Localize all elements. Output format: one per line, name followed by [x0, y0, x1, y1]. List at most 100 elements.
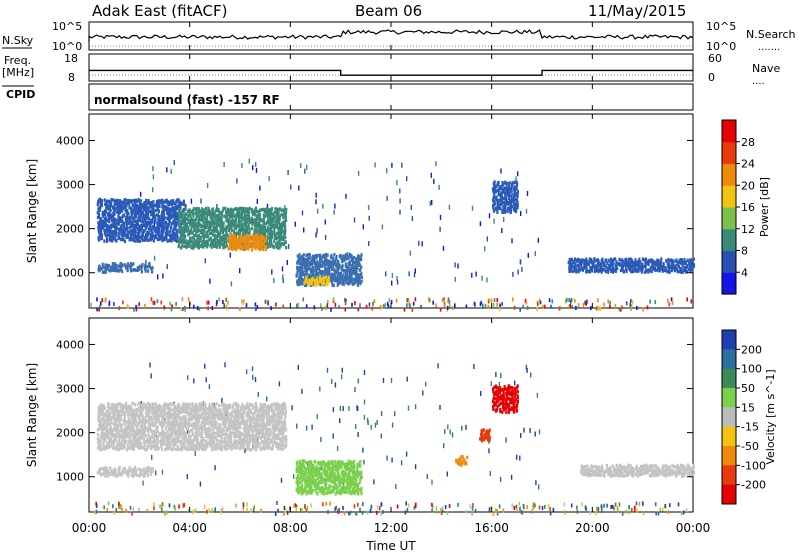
- echo-cell: [656, 260, 659, 264]
- echo-cell: [188, 232, 191, 236]
- scatter-cell: [357, 406, 359, 412]
- echo-cell: [163, 405, 166, 410]
- echo-cell: [173, 231, 176, 235]
- echo-cell: [257, 238, 261, 242]
- noise-cell: [682, 510, 685, 515]
- noise-cell: [242, 299, 245, 304]
- echo-cell: [203, 208, 206, 212]
- echo-cell: [111, 432, 114, 436]
- echo-cell: [121, 437, 125, 441]
- echo-cell: [131, 440, 134, 445]
- echo-cell: [226, 225, 229, 230]
- echo-cell: [338, 274, 341, 278]
- echo-cell: [308, 256, 311, 260]
- echo-cell: [179, 430, 182, 435]
- echo-cell: [145, 420, 148, 424]
- echo-cell: [114, 406, 117, 411]
- echo-cell: [109, 425, 112, 430]
- echo-cell: [191, 208, 194, 213]
- scatter-cell: [236, 178, 238, 184]
- echo-cell: [227, 446, 230, 450]
- scatter-cell: [520, 433, 522, 438]
- echo-cell: [133, 223, 136, 228]
- echo-cell: [126, 209, 129, 213]
- noise-cell: [174, 506, 176, 511]
- scatter-cell: [525, 208, 528, 214]
- echo-cell: [120, 267, 123, 272]
- echo-cell: [136, 266, 139, 270]
- echo-cell: [165, 235, 168, 239]
- echo-cell: [180, 230, 183, 234]
- echo-cell: [315, 278, 318, 283]
- echo-cell: [202, 416, 206, 420]
- echo-cell: [590, 260, 593, 264]
- echo-cell: [178, 447, 181, 451]
- scatter-cell: [499, 476, 502, 482]
- echo-cell: [649, 265, 653, 270]
- echo-cell: [202, 211, 205, 216]
- echo-cell: [173, 224, 176, 228]
- echo-cell: [223, 432, 226, 437]
- echo-cell: [614, 268, 617, 272]
- noise-cell: [390, 300, 393, 305]
- echo-cell: [194, 437, 197, 441]
- echo-cell: [254, 213, 257, 217]
- scatter-cell: [406, 376, 408, 382]
- echo-cell: [111, 236, 114, 241]
- echo-cell: [150, 436, 153, 440]
- echo-cell: [271, 212, 274, 216]
- echo-cell: [128, 419, 131, 423]
- echo-cell: [274, 233, 277, 238]
- echo-cell: [103, 266, 106, 270]
- echo-cell: [221, 432, 224, 437]
- echo-cell: [238, 217, 241, 222]
- echo-cell: [151, 212, 154, 217]
- echo-cell: [281, 235, 285, 240]
- echo-cell: [129, 215, 132, 219]
- noise-cell: [465, 304, 468, 309]
- echo-cell: [650, 269, 653, 274]
- echo-cell: [516, 182, 519, 186]
- echo-cell: [173, 441, 176, 445]
- echo-cell: [228, 223, 231, 228]
- echo-cell: [97, 412, 100, 417]
- echo-cell: [318, 280, 321, 284]
- echo-cell: [220, 413, 223, 417]
- echo-cell: [117, 227, 120, 232]
- echo-cell: [276, 240, 279, 245]
- echo-cell: [138, 230, 141, 234]
- echo-cell: [208, 231, 211, 236]
- echo-cell: [117, 214, 120, 218]
- echo-cell: [104, 233, 108, 238]
- echo-cell: [216, 234, 219, 238]
- echo-cell: [140, 409, 143, 414]
- echo-cell: [143, 441, 146, 445]
- echo-cell: [247, 244, 250, 249]
- echo-cell: [188, 431, 191, 435]
- noise-cell: [576, 505, 578, 510]
- echo-cell: [218, 211, 221, 215]
- echo-cell: [148, 424, 151, 429]
- echo-cell: [156, 425, 159, 429]
- echo-cell: [271, 219, 274, 223]
- echo-cell: [183, 237, 186, 242]
- noise-cell: [581, 502, 583, 507]
- noise-cell: [294, 503, 296, 508]
- echo-cell: [187, 405, 190, 409]
- echo-cell: [211, 207, 214, 211]
- noise-cell: [182, 307, 184, 312]
- noise-cell: [432, 504, 434, 509]
- nsearch-tick-top: 10^5: [706, 20, 736, 33]
- scatter-cell: [357, 378, 359, 384]
- echo-cell: [500, 195, 504, 200]
- echo-cell: [353, 266, 356, 270]
- echo-cell: [170, 439, 174, 443]
- echo-cell: [165, 447, 168, 451]
- echo-cell: [147, 220, 150, 224]
- echo-cell: [262, 229, 265, 233]
- echo-cell: [164, 447, 167, 452]
- echo-cell: [231, 218, 234, 222]
- echo-cell: [315, 281, 318, 285]
- echo-cell: [122, 224, 126, 228]
- echo-cell: [266, 218, 269, 223]
